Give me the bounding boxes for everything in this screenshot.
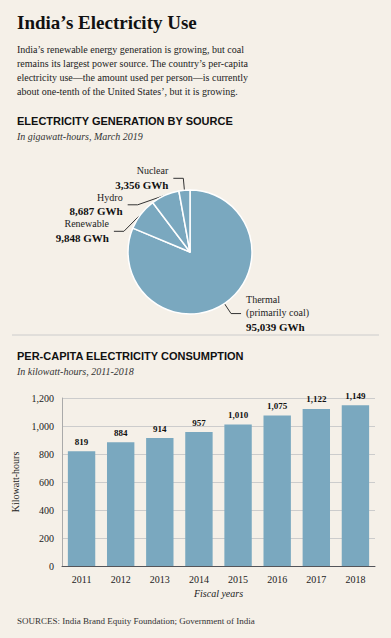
- svg-text:Fiscal years: Fiscal years: [193, 588, 243, 599]
- svg-text:electricity use—the amount use: electricity use—the amount used per pers…: [17, 72, 248, 83]
- svg-text:In gigawatt-hours, March 2019: In gigawatt-hours, March 2019: [16, 131, 143, 142]
- svg-text:914: 914: [153, 424, 167, 434]
- svg-text:(primarily coal): (primarily coal): [246, 307, 309, 319]
- svg-text:2015: 2015: [228, 574, 248, 585]
- svg-text:95,039 GWh: 95,039 GWh: [246, 321, 305, 333]
- svg-text:1,149: 1,149: [345, 391, 366, 401]
- svg-text:India’s renewable energy gener: India’s renewable energy generation is g…: [17, 44, 244, 55]
- svg-text:In kilowatt-hours, 2011-2018: In kilowatt-hours, 2011-2018: [16, 366, 134, 377]
- svg-text:0: 0: [49, 561, 54, 572]
- svg-text:9,848 GWh: 9,848 GWh: [56, 232, 109, 244]
- svg-text:Renewable: Renewable: [64, 218, 109, 229]
- svg-text:2013: 2013: [150, 574, 170, 585]
- svg-text:SOURCES: India Brand Equity Fo: SOURCES: India Brand Equity Foundation; …: [17, 616, 255, 626]
- svg-text:1,200: 1,200: [32, 393, 55, 404]
- svg-text:200: 200: [39, 533, 54, 544]
- svg-text:819: 819: [75, 437, 89, 447]
- svg-text:Nuclear: Nuclear: [137, 165, 169, 176]
- svg-text:PER-CAPITA ELECTRICITY CONSUMP: PER-CAPITA ELECTRICITY CONSUMPTION: [17, 350, 244, 362]
- svg-text:2016: 2016: [267, 574, 287, 585]
- svg-text:Hydro: Hydro: [97, 192, 123, 203]
- svg-text:8,687 GWh: 8,687 GWh: [69, 205, 122, 217]
- svg-text:remains its largest power sour: remains its largest power source. The co…: [17, 58, 249, 69]
- svg-text:2014: 2014: [189, 574, 209, 585]
- svg-text:3,356 GWh: 3,356 GWh: [115, 179, 168, 191]
- svg-text:ELECTRICITY GENERATION BY SOUR: ELECTRICITY GENERATION BY SOURCE: [17, 115, 233, 127]
- svg-text:about one-tenth of the United: about one-tenth of the United States’, b…: [17, 86, 238, 97]
- svg-text:1,000: 1,000: [32, 421, 55, 432]
- svg-text:2017: 2017: [306, 574, 326, 585]
- svg-text:2011: 2011: [72, 574, 92, 585]
- svg-text:957: 957: [192, 418, 206, 428]
- svg-text:400: 400: [39, 505, 54, 516]
- svg-text:1,010: 1,010: [228, 410, 249, 420]
- svg-text:1,075: 1,075: [267, 401, 288, 411]
- svg-text:2018: 2018: [345, 574, 365, 585]
- svg-text:Thermal: Thermal: [246, 294, 280, 305]
- svg-text:2012: 2012: [111, 574, 131, 585]
- svg-text:Kilowatt-hours: Kilowatt-hours: [10, 452, 21, 513]
- svg-text:800: 800: [39, 449, 54, 460]
- svg-text:884: 884: [114, 428, 128, 438]
- svg-text:1,122: 1,122: [306, 394, 327, 404]
- svg-text:600: 600: [39, 477, 54, 488]
- svg-text:India’s Electricity Use: India’s Electricity Use: [17, 12, 197, 33]
